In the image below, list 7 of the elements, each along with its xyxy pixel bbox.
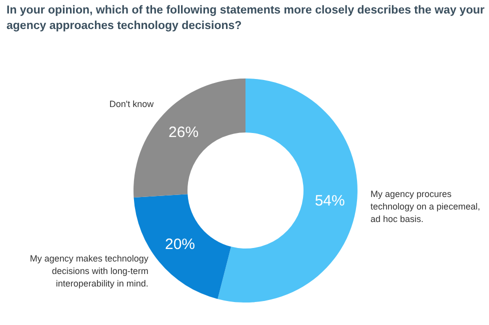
data-label: 20%: [164, 236, 196, 254]
slice-label: Don't know: [109, 99, 154, 110]
data-label: 26%: [168, 124, 199, 141]
chart-title: In your opinion, which of the following statements more closely describes the way your agency approaches technology decisions?: [6, 4, 485, 32]
slice-label: My agency makes technology decisions with long-term interoperability in mind.: [30, 253, 149, 288]
slice-label: My agency procures technology on a piecemeal, ad hoc basis.: [370, 188, 480, 224]
data-label: 54%: [314, 192, 345, 210]
